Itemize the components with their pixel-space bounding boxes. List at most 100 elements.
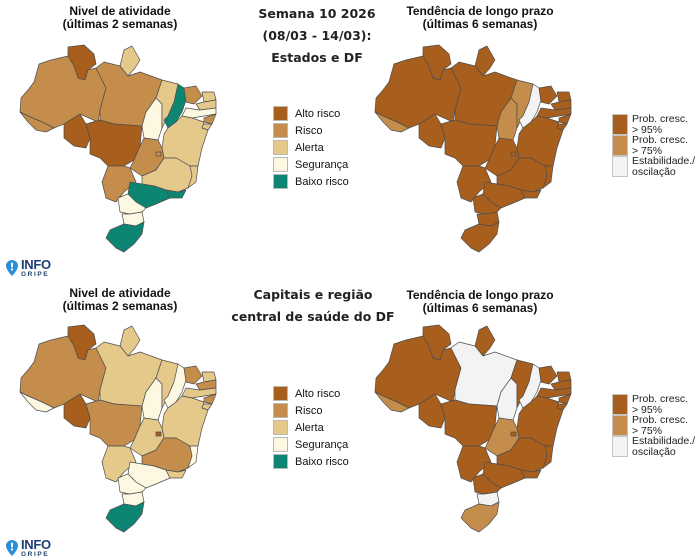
state-ms[interactable] (101, 445, 137, 483)
capitals-title: Capitais e região central de saúde do DF (231, 287, 395, 324)
infogripe-logo: INFO GRIPE (6, 258, 51, 279)
legend-item-prob-95: Prob. cresc. > 95% (612, 114, 700, 135)
swatch-risco (273, 123, 288, 138)
state-ce[interactable] (183, 365, 203, 385)
legend-activity-capitals: Alto risco Risco Alerta Segurança Baixo … (273, 385, 349, 470)
legend-item-estabilidade: Estabilidade./oscilação (612, 156, 700, 177)
infogripe-logo: INFO GRIPE (6, 538, 51, 559)
state-rj[interactable] (165, 469, 187, 479)
state-es[interactable] (187, 445, 199, 469)
legend-item-baixo-risco: Baixo risco (273, 453, 349, 470)
map-pin-icon (6, 260, 18, 277)
state-df[interactable] (510, 151, 517, 157)
legend-item-alto-risco: Alto risco (273, 105, 349, 122)
map-pin-icon (6, 540, 18, 557)
map-capitals-activity[interactable] (6, 322, 238, 537)
state-pb[interactable] (195, 99, 217, 111)
legend-item-alerta: Alerta (273, 419, 349, 436)
state-ac[interactable] (19, 391, 55, 413)
legend-item-estabilidade: Estabilidade./oscilação (612, 436, 700, 457)
map-capitals-trend[interactable] (361, 322, 593, 537)
state-ce[interactable] (183, 85, 203, 105)
state-es[interactable] (542, 165, 554, 189)
activity-title-states: Nivel de atividade (últimas 2 semanas) (62, 4, 178, 31)
state-ro[interactable] (63, 113, 91, 149)
legend-trend-capitals: Prob. cresc. > 95% Prob. cresc. > 75% Esta… (612, 394, 700, 457)
state-ac[interactable] (19, 111, 55, 133)
state-rs[interactable] (460, 221, 500, 253)
legend-item-seguranca: Segurança (273, 436, 349, 453)
state-pr[interactable] (472, 193, 502, 215)
legend-activity-states: Alto risco Risco Alerta Segurança Baixo … (273, 105, 349, 190)
swatch-baixo-risco (273, 174, 288, 189)
state-ce[interactable] (538, 85, 558, 105)
state-df[interactable] (155, 151, 162, 157)
swatch-estabilidade (612, 156, 628, 177)
state-rj[interactable] (520, 189, 542, 199)
swatch-baixo-risco (273, 454, 288, 469)
state-ac[interactable] (374, 391, 410, 413)
state-es[interactable] (542, 445, 554, 469)
legend-item-risco: Risco (273, 402, 349, 419)
state-pb[interactable] (195, 379, 217, 391)
state-rs[interactable] (105, 221, 145, 253)
state-ce[interactable] (538, 365, 558, 385)
state-pr[interactable] (472, 473, 502, 495)
legend-item-seguranca: Segurança (273, 156, 349, 173)
state-ms[interactable] (456, 165, 492, 203)
state-rj[interactable] (165, 189, 187, 199)
state-pb[interactable] (550, 379, 572, 391)
state-go[interactable] (129, 417, 165, 457)
state-mt[interactable] (440, 399, 498, 447)
state-ac[interactable] (374, 111, 410, 133)
legend-item-alerta: Alerta (273, 139, 349, 156)
swatch-prob-95 (612, 114, 628, 135)
legend-item-prob-75: Prob. cresc. > 75% (612, 415, 700, 436)
swatch-seguranca (273, 437, 288, 452)
state-am[interactable] (374, 335, 462, 409)
legend-item-prob-95: Prob. cresc. > 95% (612, 394, 700, 415)
state-mt[interactable] (440, 119, 498, 167)
state-ms[interactable] (456, 445, 492, 483)
state-ms[interactable] (101, 165, 137, 203)
state-go[interactable] (484, 417, 520, 457)
swatch-alerta (273, 140, 288, 155)
state-ro[interactable] (63, 393, 91, 429)
state-am[interactable] (19, 335, 107, 409)
activity-title-capitals: Nivel de atividade (últimas 2 semanas) (62, 286, 178, 313)
state-es[interactable] (187, 165, 199, 189)
legend-trend-states: Prob. cresc. > 95% Prob. cresc. > 75% Esta… (612, 114, 700, 177)
trend-title-capitals: Tendência de longo prazo (últimas 6 sema… (406, 288, 554, 315)
swatch-alerta (273, 420, 288, 435)
swatch-alto-risco (273, 386, 288, 401)
state-rs[interactable] (460, 501, 500, 533)
state-mt[interactable] (85, 119, 143, 167)
trend-title-states: Tendência de longo prazo (últimas 6 sema… (406, 4, 554, 31)
map-states-trend[interactable] (361, 42, 593, 257)
swatch-prob-75 (612, 135, 628, 156)
state-df[interactable] (155, 431, 162, 437)
state-go[interactable] (484, 137, 520, 177)
state-ro[interactable] (418, 393, 446, 429)
legend-item-baixo-risco: Baixo risco (273, 173, 349, 190)
swatch-seguranca (273, 157, 288, 172)
state-go[interactable] (129, 137, 165, 177)
state-df[interactable] (510, 431, 517, 437)
swatch-estabilidade (612, 436, 628, 457)
state-am[interactable] (19, 55, 107, 129)
legend-item-alto-risco: Alto risco (273, 385, 349, 402)
state-rj[interactable] (520, 469, 542, 479)
state-rs[interactable] (105, 501, 145, 533)
state-pr[interactable] (117, 473, 147, 495)
state-pb[interactable] (550, 99, 572, 111)
state-mt[interactable] (85, 399, 143, 447)
swatch-alto-risco (273, 106, 288, 121)
legend-item-risco: Risco (273, 122, 349, 139)
map-states-activity[interactable] (6, 42, 238, 257)
swatch-prob-95 (612, 394, 628, 415)
week-title: Semana 10 2026 (08/03 - 14/03): Estados … (258, 6, 376, 65)
state-pr[interactable] (117, 193, 147, 215)
legend-item-prob-75: Prob. cresc. > 75% (612, 135, 700, 156)
state-ro[interactable] (418, 113, 446, 149)
state-am[interactable] (374, 55, 462, 129)
